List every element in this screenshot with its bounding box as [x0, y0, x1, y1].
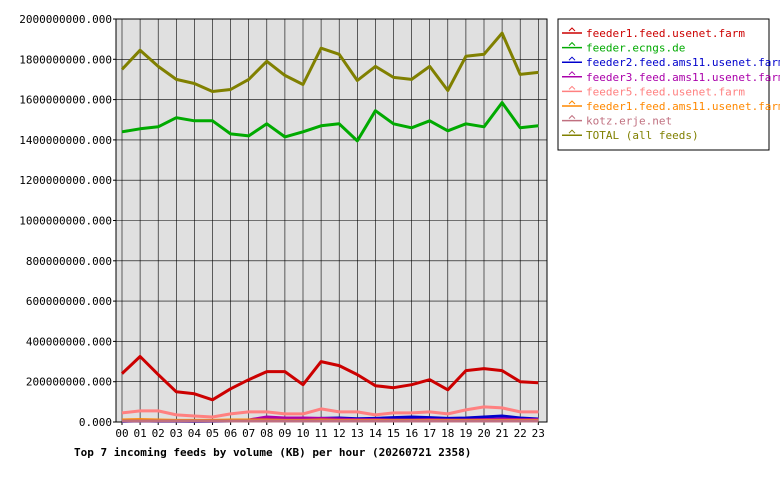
x-tick-label: 03	[170, 427, 183, 440]
legend-entry: feeder1.feed.usenet.farm	[586, 27, 745, 40]
series-line	[120, 31, 539, 93]
legend-entry: feeder3.feed.ams11.usenet.farm	[586, 71, 780, 84]
x-tick-label: 11	[314, 427, 327, 440]
y-tick-label: 400000000.000	[26, 335, 112, 348]
x-tick-label: 17	[423, 427, 436, 440]
y-tick-label: 800000000.000	[26, 255, 112, 268]
legend-marker	[568, 114, 576, 119]
chart-title: Top 7 incoming feeds by volume (KB) per …	[74, 446, 471, 459]
x-tick-label: 14	[369, 427, 383, 440]
y-tick-label: 1400000000.000	[19, 134, 112, 147]
x-tick-label: 01	[133, 427, 146, 440]
legend-entry: feeder.ecngs.de	[586, 42, 685, 55]
legend-marker	[568, 100, 576, 105]
x-tick-label: 10	[296, 427, 309, 440]
y-tick-label: 1000000000.000	[19, 215, 112, 228]
x-tick-label: 18	[441, 427, 454, 440]
series-line	[121, 405, 539, 419]
series-lines	[120, 31, 539, 423]
x-tick-label: 21	[495, 427, 508, 440]
y-tick-label: 0.000	[79, 416, 112, 429]
legend: feeder1.feed.usenet.farmfeeder.ecngs.def…	[557, 18, 780, 151]
y-axis-ticks: 0.000 200000000.000 400000000.000 600000000…	[19, 13, 116, 429]
legend-entry: feeder5.feed.usenet.farm	[586, 85, 745, 98]
series-line	[120, 355, 539, 402]
x-tick-label: 12	[333, 427, 346, 440]
legend-entry: feeder1.feed.ams11.usenet.farm	[586, 100, 780, 113]
x-tick-label: 07	[242, 427, 255, 440]
legend-entry: kotz.erje.net	[586, 115, 672, 128]
legend-entry: feeder2.feed.ams11.usenet.farm	[586, 56, 780, 69]
y-tick-label: 1800000000.000	[19, 53, 112, 66]
x-tick-label: 16	[405, 427, 418, 440]
x-tick-label: 05	[206, 427, 219, 440]
x-tick-label: 04	[188, 427, 202, 440]
y-tick-label: 2000000000.000	[19, 13, 112, 26]
x-tick-label: 06	[224, 427, 237, 440]
y-tick-label: 200000000.000	[26, 376, 112, 389]
x-tick-label: 09	[278, 427, 291, 440]
legend-entry: TOTAL (all feeds)	[586, 129, 699, 142]
x-tick-label: 00	[115, 427, 128, 440]
x-tick-label: 13	[351, 427, 364, 440]
x-tick-label: 15	[387, 427, 400, 440]
x-tick-label: 19	[459, 427, 472, 440]
legend-marker	[568, 71, 576, 76]
x-axis-ticks: 00 01 02 03 04 05 06 07 08 09 10 11 12 13 14 15 16 17 18 19…	[115, 422, 545, 440]
x-tick-label: 02	[152, 427, 165, 440]
y-tick-label: 600000000.000	[26, 295, 112, 308]
x-tick-label: 22	[514, 427, 527, 440]
legend-marker	[568, 27, 576, 32]
y-tick-label: 1200000000.000	[19, 174, 112, 187]
legend-marker	[568, 41, 576, 46]
series-line	[121, 101, 539, 143]
y-tick-label: 1600000000.000	[19, 94, 112, 107]
x-tick-label: 20	[477, 427, 490, 440]
legend-box	[557, 18, 770, 151]
legend-marker	[568, 129, 576, 134]
x-tick-label: 23	[532, 427, 545, 440]
x-tick-label: 08	[260, 427, 273, 440]
legend-marker	[568, 85, 576, 90]
legend-marker	[568, 56, 576, 61]
